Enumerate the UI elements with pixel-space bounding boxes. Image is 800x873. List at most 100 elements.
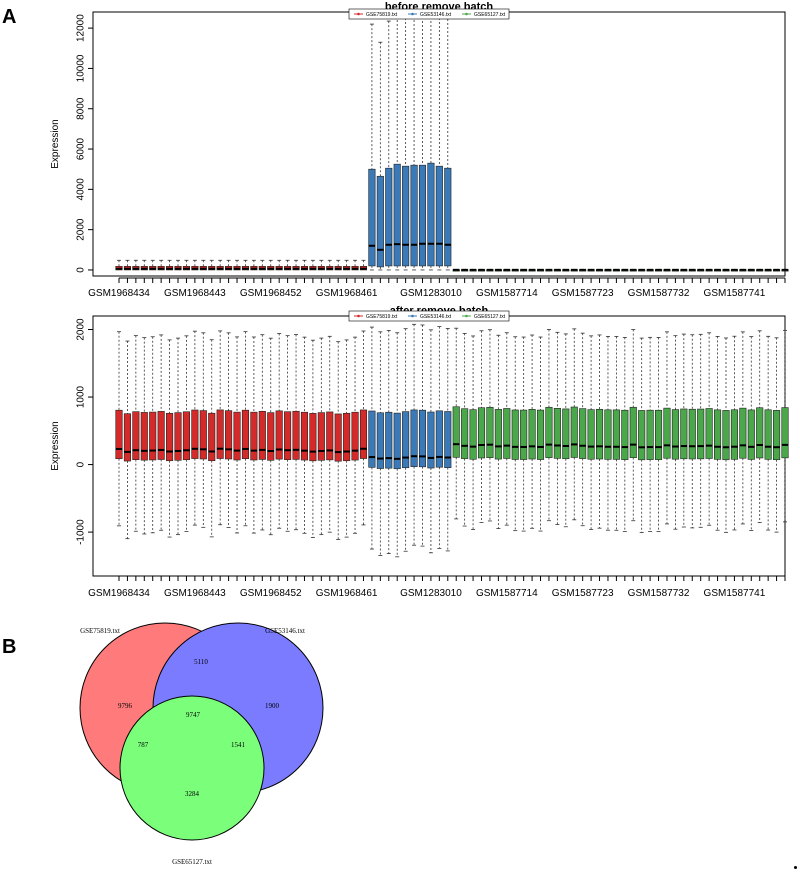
box-16 xyxy=(241,409,250,459)
box-32 xyxy=(376,175,384,268)
box-65 xyxy=(654,409,663,460)
box-24 xyxy=(309,413,317,462)
box-14 xyxy=(225,410,233,460)
venn-circle-gse65127 xyxy=(119,695,265,841)
box-6 xyxy=(157,411,165,460)
box-42 xyxy=(461,408,469,459)
legend-label: GSE53146.txt xyxy=(420,314,452,320)
box-27 xyxy=(334,413,342,462)
x-tick-label: GSM1587714 xyxy=(476,588,538,599)
venn-count-abc: 9747 xyxy=(186,711,201,719)
box-36 xyxy=(410,409,418,467)
box-9 xyxy=(182,411,190,461)
box-40 xyxy=(444,411,452,468)
x-tick-label: GSM1587732 xyxy=(628,288,690,299)
box-59 xyxy=(604,409,612,460)
box-22 xyxy=(292,410,300,460)
legend-box xyxy=(348,8,510,20)
legend-label: GSE75819.txt xyxy=(366,12,398,18)
box-31 xyxy=(368,410,376,468)
y-tick-label: 4000 xyxy=(76,178,87,201)
x-tick-label: GSM1968434 xyxy=(88,288,150,299)
box-33 xyxy=(385,411,393,469)
box-58 xyxy=(595,408,604,460)
box-44 xyxy=(477,407,486,459)
box-15 xyxy=(233,411,241,461)
box-52 xyxy=(545,406,553,458)
box-76 xyxy=(747,409,755,460)
box-66 xyxy=(663,407,671,459)
x-tick-label: GSM1587714 xyxy=(476,288,538,299)
y-tick-label: 0 xyxy=(76,267,87,273)
box-54 xyxy=(562,408,570,460)
y-tick-label: 8000 xyxy=(76,97,87,120)
x-tick-label: GSM1968461 xyxy=(316,288,378,299)
box-34 xyxy=(393,163,401,267)
box-21 xyxy=(284,411,292,460)
box-39 xyxy=(435,165,443,267)
y-tick-label: 2000 xyxy=(76,218,87,241)
x-tick-label: GSM1283010 xyxy=(400,588,462,599)
x-tick-label: GSM1587723 xyxy=(552,288,614,299)
venn-count-bc: 1541 xyxy=(231,741,246,749)
box-63 xyxy=(638,410,646,461)
box-37 xyxy=(418,409,427,468)
box-7 xyxy=(166,412,174,462)
box-39 xyxy=(435,410,443,468)
box-46 xyxy=(494,409,502,460)
box-33 xyxy=(385,167,393,267)
box-4 xyxy=(140,412,148,461)
box-10 xyxy=(191,409,199,459)
box-37 xyxy=(418,164,427,267)
y-tick-label: 2000 xyxy=(76,318,87,341)
panel-label-b: B xyxy=(2,636,17,658)
x-tick-label: GSM1968434 xyxy=(88,588,150,599)
box-75 xyxy=(739,407,747,459)
box-69 xyxy=(688,408,696,460)
x-tick-label: GSM1968452 xyxy=(240,588,302,599)
y-tick-label: 0 xyxy=(76,461,87,467)
box-77 xyxy=(756,407,764,459)
box-26 xyxy=(326,411,334,461)
x-tick-label: GSM1968443 xyxy=(164,288,226,299)
x-tick-label: GSM1587741 xyxy=(704,588,766,599)
legend-marker xyxy=(465,12,468,16)
legend-marker xyxy=(411,12,414,16)
box-13 xyxy=(216,409,224,459)
legend-label: GSE65127.txt xyxy=(474,12,506,18)
box-3 xyxy=(132,411,140,460)
venn-count-b-only: 1900 xyxy=(265,702,280,710)
y-tick-label: 12000 xyxy=(76,14,87,42)
legend-box xyxy=(348,310,510,322)
box-48 xyxy=(511,409,519,460)
y-tick-label: 1000 xyxy=(76,385,87,408)
legend: GSE75819.txt GSE53146.txt GSE65127.txt xyxy=(348,8,510,20)
x-tick-label: GSM1587723 xyxy=(552,588,614,599)
legend-marker xyxy=(411,314,414,318)
x-tick-label: GSM1968452 xyxy=(240,288,302,299)
boxplot-panel-2: after remove batch-1000010002000Expressi… xyxy=(50,305,789,599)
box-73 xyxy=(722,410,730,461)
box-23 xyxy=(300,411,309,461)
box-35 xyxy=(402,165,410,267)
box-38 xyxy=(427,162,435,267)
venn-label-gse65127: GSE65127.txt xyxy=(172,858,212,866)
x-tick-label: GSM1587732 xyxy=(628,588,690,599)
venn-circles xyxy=(79,622,324,841)
x-tick-label: GSM1968461 xyxy=(316,588,378,599)
y-tick-label: 10000 xyxy=(76,54,87,82)
box-17 xyxy=(250,411,258,461)
box-29 xyxy=(351,411,359,461)
box-62 xyxy=(629,406,637,458)
venn-label-gse53146: GSE53146.txt xyxy=(265,627,305,635)
legend-label: GSE53146.txt xyxy=(420,12,452,18)
box-8 xyxy=(174,412,182,461)
box-56 xyxy=(579,408,587,459)
box-49 xyxy=(520,409,528,460)
box-51 xyxy=(536,409,545,460)
box-31 xyxy=(368,168,376,267)
stray-dot xyxy=(794,866,797,869)
box-19 xyxy=(267,412,275,461)
box-64 xyxy=(646,409,654,460)
